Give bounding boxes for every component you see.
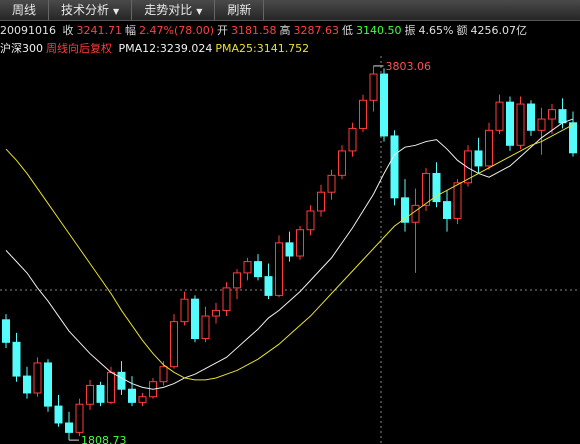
max-label: 3803.06 <box>386 60 432 73</box>
candle-body <box>422 172 430 206</box>
candle-body <box>75 403 84 433</box>
info-value: 3140.50 <box>356 24 402 37</box>
candle-body <box>306 210 315 231</box>
candle-body <box>254 261 262 278</box>
min-label: 1808.73 <box>81 434 127 444</box>
info-label: 高 <box>279 24 291 37</box>
candle-body <box>12 341 21 377</box>
info-bar: 20091016 收 3241.71 幅 2.47%(78.00) 开 3181.58 高 3… <box>0 22 530 38</box>
candle-body <box>2 319 10 343</box>
button-label: 技术分析 <box>61 3 110 17</box>
candle-body <box>548 109 556 120</box>
toolbar-button[interactable]: 周线 <box>0 0 50 20</box>
info-value: 3241.71 <box>76 24 123 37</box>
info-label: 收 <box>62 24 74 37</box>
info-value: 3181.58 <box>231 24 277 37</box>
candle-body <box>338 150 346 176</box>
candle-body <box>117 371 126 390</box>
chart-title: 沪深300 <box>0 42 43 55</box>
candle-body <box>453 182 462 219</box>
legend-entry: PMA25:3141.752 <box>215 42 310 55</box>
toolbar-button[interactable]: 走势对比 ▼ <box>132 0 216 20</box>
info-date: 20091016 <box>0 24 56 37</box>
toolbar-button[interactable]: 刷新 <box>215 0 265 20</box>
candle-body <box>506 101 514 146</box>
candle-body <box>170 321 178 368</box>
candle-body <box>54 405 63 424</box>
button-label: 走势对比 <box>144 3 193 17</box>
candle-body <box>485 129 493 167</box>
candle-body <box>201 315 210 340</box>
candle-body <box>348 127 357 152</box>
candle-body <box>296 229 304 257</box>
legend-entry: PMA12:3239.024 <box>118 42 213 55</box>
candle-body <box>285 242 294 257</box>
candle-body <box>390 135 399 199</box>
candle-body <box>86 384 94 405</box>
candle-body <box>411 204 420 223</box>
candle-body <box>401 197 409 223</box>
candle-body <box>569 122 577 154</box>
candle-body <box>380 73 388 137</box>
candle-body <box>464 150 472 184</box>
candle-body <box>516 103 525 146</box>
candle-body <box>96 384 105 403</box>
chart-subtitle: 周线向后复权 <box>46 42 112 55</box>
candle-body <box>317 191 325 212</box>
candle-body <box>359 99 367 129</box>
candle-body <box>432 172 441 203</box>
candle-body <box>443 201 451 219</box>
candle-body <box>233 272 241 289</box>
info-label: 低 <box>342 24 354 37</box>
candle-body <box>138 396 147 403</box>
candle-body <box>33 362 42 394</box>
candle-body <box>44 362 52 407</box>
info-value: 3287.63 <box>293 24 340 37</box>
candle-body <box>212 309 220 317</box>
toolbar-button[interactable]: 技术分析 ▼ <box>49 0 133 20</box>
info-value: 4.65% <box>418 24 454 37</box>
candle-body <box>243 261 252 274</box>
candle-body <box>23 375 31 394</box>
candle-body <box>527 103 535 131</box>
candle-body <box>537 118 546 131</box>
candle-body <box>180 298 189 323</box>
toolbar: 周线 技术分析 ▼ 走势对比 ▼ 刷新 <box>0 0 580 21</box>
candle-body <box>65 422 73 433</box>
candle-body <box>275 242 283 296</box>
candle-body <box>558 109 567 124</box>
info-label: 额 <box>456 24 468 37</box>
info-label: 振 <box>404 24 416 37</box>
candle-body <box>369 73 378 101</box>
candle-body <box>128 388 136 403</box>
candle-body <box>159 366 168 383</box>
candle-body <box>264 276 273 296</box>
candle-body <box>327 174 336 193</box>
info-label: 开 <box>217 24 229 37</box>
candle-body <box>474 150 483 167</box>
candle-body <box>107 371 115 403</box>
info-value: 2.47%(78.00) <box>139 24 215 37</box>
info-label: 幅 <box>125 24 136 37</box>
candle-body <box>222 287 231 311</box>
info-value: 4256.07亿 <box>470 24 527 37</box>
moving-average-line <box>5 124 574 381</box>
legend: 沪深300 周线向后复权 PMA12:3239.024 PMA25:3141.752 <box>0 40 312 56</box>
candle-body <box>495 101 504 131</box>
candle-body <box>191 298 199 340</box>
